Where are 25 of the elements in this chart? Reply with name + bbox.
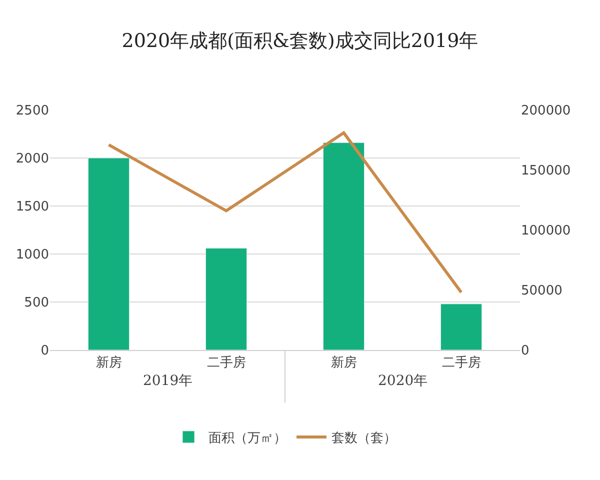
- chart-title: 2020年成都(面积&套数)成交同比2019年: [122, 30, 478, 52]
- y2-tick-label: 0: [521, 344, 530, 359]
- bar: [322, 142, 365, 350]
- y-tick-label: 2000: [16, 152, 49, 167]
- y-tick-label: 0: [40, 344, 49, 359]
- x-tick-label: 二手房: [206, 354, 246, 371]
- x-tick-label: 新房: [96, 354, 122, 371]
- y-tick-label: 2500: [16, 104, 49, 119]
- y-tick-label: 1000: [16, 248, 49, 263]
- y2-tick-label: 150000: [521, 164, 571, 179]
- bar: [88, 158, 130, 350]
- line-series: [107, 131, 463, 294]
- x-tick-label: 二手房: [442, 354, 481, 371]
- legend-label: 套数（套）: [332, 431, 396, 446]
- x-tick-label: 新房: [330, 354, 357, 371]
- legend-label: 面积（万㎡）: [208, 431, 286, 446]
- text: 2019年: [143, 373, 193, 389]
- y-tick-label: 1500: [16, 200, 49, 215]
- y-tick-label: 500: [24, 296, 49, 311]
- bar: [205, 248, 248, 350]
- bar: [440, 304, 482, 350]
- y2-tick-label: 50000: [521, 284, 562, 299]
- text: 2020年: [378, 373, 428, 389]
- y2-tick-label: 200000: [521, 104, 571, 119]
- y2-tick-label: 100000: [521, 224, 571, 239]
